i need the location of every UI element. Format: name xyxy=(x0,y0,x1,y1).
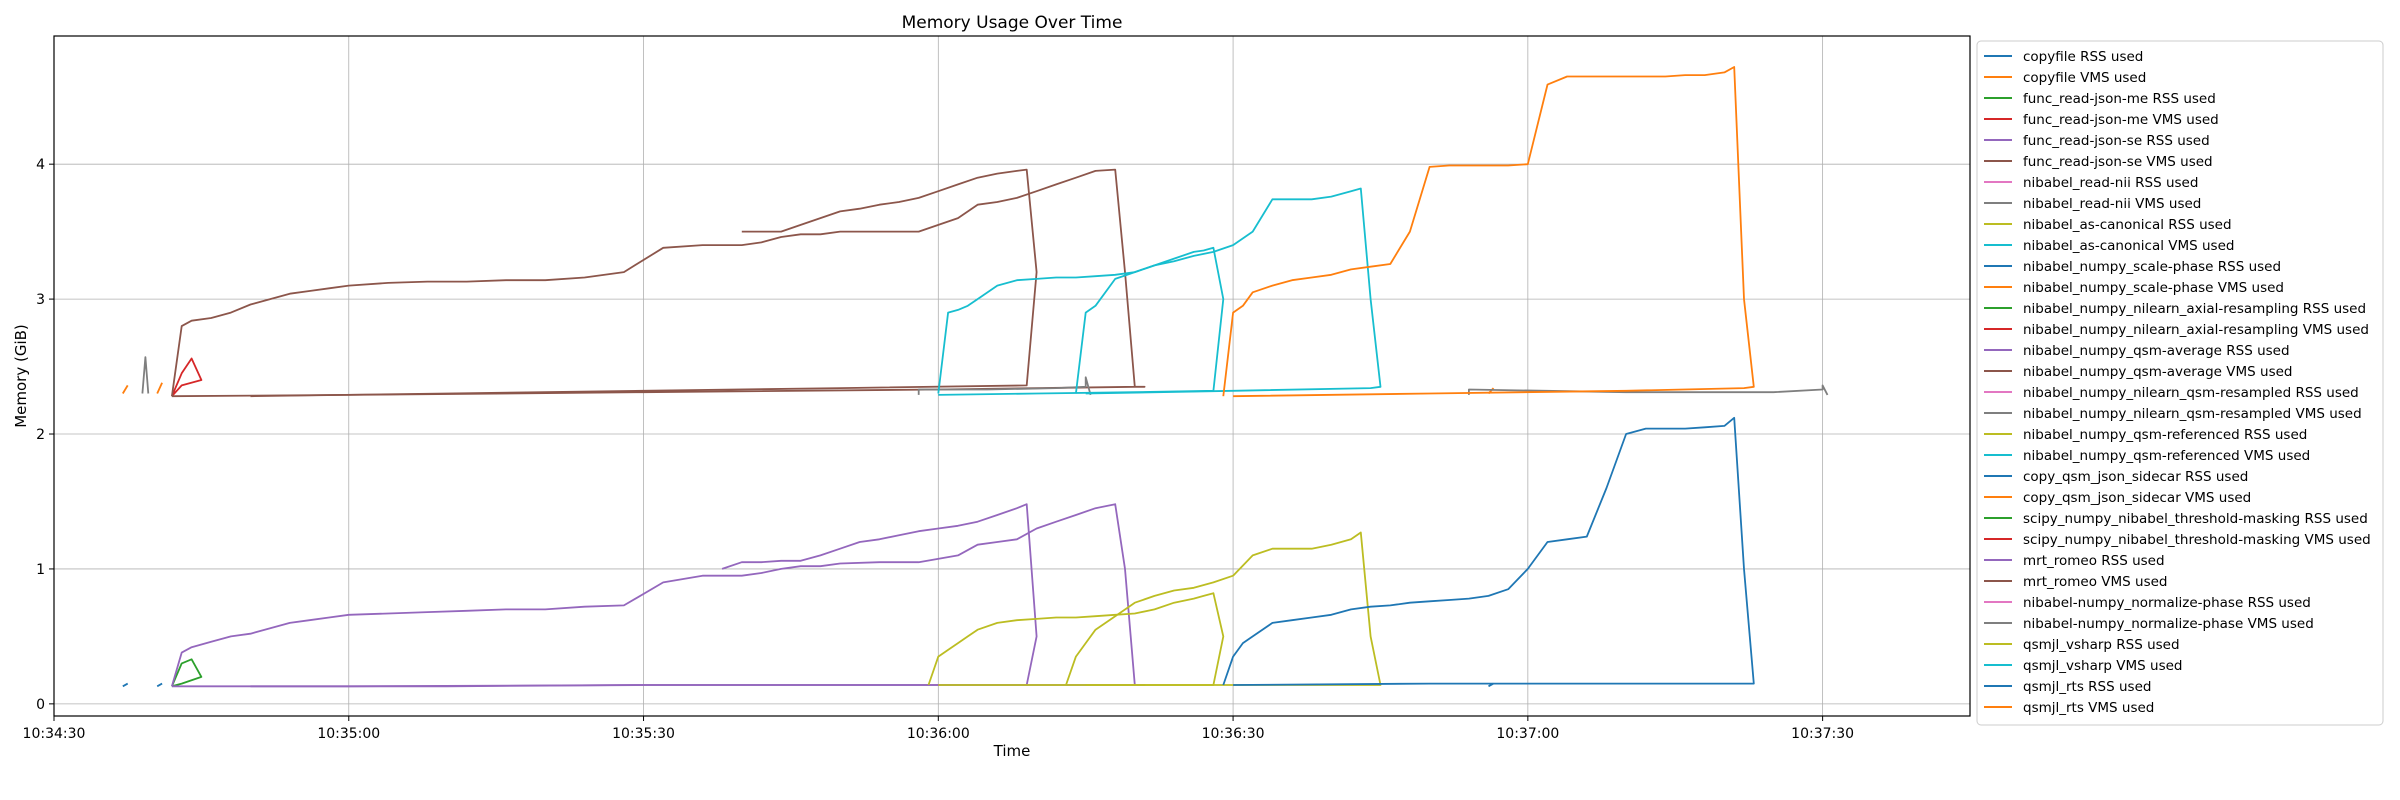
series-line-19 xyxy=(937,246,1225,396)
y-tick-label: 0 xyxy=(36,697,45,713)
legend-label: qsmjl_rts RSS used xyxy=(2023,679,2151,695)
legend-label: nibabel_numpy_qsm-referenced VMS used xyxy=(2023,448,2310,464)
legend-entries: copyfile RSS used copyfile VMS used func_r… xyxy=(1984,49,2371,716)
series-line-1 xyxy=(122,384,129,394)
series-line-4 xyxy=(171,503,1146,688)
chart-title: Memory Usage Over Time xyxy=(902,13,1123,33)
legend-label: copy_qsm_json_sidecar RSS used xyxy=(2023,469,2248,485)
legend-label: scipy_numpy_nibabel_threshold-masking RS… xyxy=(2023,511,2368,527)
x-tick-label: 10:35:00 xyxy=(317,726,380,742)
series-line-7 xyxy=(141,356,150,394)
x-tick-label: 10:36:00 xyxy=(907,726,970,742)
x-tick-label: 10:36:30 xyxy=(1202,726,1265,742)
grid-lines xyxy=(53,36,1970,716)
legend-label: nibabel_numpy_scale-phase RSS used xyxy=(2023,259,2281,275)
y-tick-label: 1 xyxy=(36,562,45,578)
series-line-5 xyxy=(171,168,1146,398)
legend-label: mrt_romeo RSS used xyxy=(2023,553,2165,569)
x-axis-title: Time xyxy=(993,742,1031,760)
plot-frame xyxy=(53,35,1971,717)
legend-label: nibabel_numpy_qsm-referenced RSS used xyxy=(2023,427,2307,443)
series-line-3 xyxy=(171,357,203,397)
legend-label: scipy_numpy_nibabel_threshold-masking VM… xyxy=(2023,532,2371,548)
x-tick-label: 10:34:30 xyxy=(23,726,86,742)
x-axis-ticks: 10:34:30 10:35:00 10:35:30 10:36:00 10:36:30… xyxy=(23,716,1854,742)
legend-label: copyfile RSS used xyxy=(2023,49,2143,65)
legend-label: func_read-json-se RSS used xyxy=(2023,133,2210,149)
series-lines xyxy=(122,66,1829,688)
series-line-2 xyxy=(171,658,203,688)
y-tick-label: 3 xyxy=(36,292,45,308)
legend-label: qsmjl_vsharp RSS used xyxy=(2023,637,2180,653)
legend: copyfile RSS used copyfile VMS used func_r… xyxy=(1976,40,2384,726)
x-tick-label: 10:37:30 xyxy=(1791,726,1854,742)
y-axis-title: Memory (GiB) xyxy=(12,324,30,428)
legend-box xyxy=(1976,40,2384,726)
legend-label: nibabel_as-canonical VMS used xyxy=(2023,238,2234,254)
legend-label: nibabel_numpy_nilearn_qsm-resampled RSS … xyxy=(2023,385,2359,401)
legend-label: copy_qsm_json_sidecar VMS used xyxy=(2023,490,2251,506)
legend-label: nibabel_read-nii RSS used xyxy=(2023,175,2198,191)
series-line-27 xyxy=(1468,384,1829,396)
y-axis-ticks: 0 1 2 3 4 xyxy=(36,157,54,713)
legend-label: func_read-json-se VMS used xyxy=(2023,154,2213,170)
x-tick-label: 10:37:00 xyxy=(1496,726,1559,742)
series-line-31 xyxy=(1222,66,1755,398)
legend-label: qsmjl_vsharp VMS used xyxy=(2023,658,2182,674)
x-tick-label: 10:35:30 xyxy=(612,726,675,742)
y-tick-label: 2 xyxy=(36,427,45,443)
legend-label: func_read-json-me RSS used xyxy=(2023,91,2216,107)
legend-label: nibabel_numpy_qsm-average RSS used xyxy=(2023,343,2290,359)
legend-label: qsmjl_rts VMS used xyxy=(2023,700,2154,716)
series-line-17 xyxy=(917,376,1092,396)
legend-label: func_read-json-me VMS used xyxy=(2023,112,2219,128)
series-line-28 xyxy=(1065,531,1382,686)
series-line-11 xyxy=(156,382,163,394)
legend-label: nibabel_numpy_nilearn_qsm-resampled VMS … xyxy=(2023,406,2362,422)
legend-label: nibabel_numpy_nilearn_axial-resampling V… xyxy=(2023,322,2369,338)
series-line-30 xyxy=(1222,416,1755,686)
legend-label: nibabel-numpy_normalize-phase RSS used xyxy=(2023,595,2311,611)
legend-label: mrt_romeo VMS used xyxy=(2023,574,2167,590)
legend-label: nibabel_read-nii VMS used xyxy=(2023,196,2201,212)
legend-label: nibabel_numpy_nilearn_axial-resampling R… xyxy=(2023,301,2366,317)
legend-label: copyfile VMS used xyxy=(2023,70,2146,86)
legend-label: nibabel-numpy_normalize-phase VMS used xyxy=(2023,616,2314,632)
legend-label: nibabel_numpy_scale-phase VMS used xyxy=(2023,280,2284,296)
series-line-15 xyxy=(250,168,1038,398)
legend-label: nibabel_as-canonical RSS used xyxy=(2023,217,2232,233)
series-line-0 xyxy=(122,682,129,688)
series-line-29 xyxy=(1075,187,1382,395)
legend-label: nibabel_numpy_qsm-average VMS used xyxy=(2023,364,2293,380)
series-line-18 xyxy=(927,592,1225,686)
series-line-10 xyxy=(156,682,163,688)
y-tick-label: 4 xyxy=(36,157,45,173)
